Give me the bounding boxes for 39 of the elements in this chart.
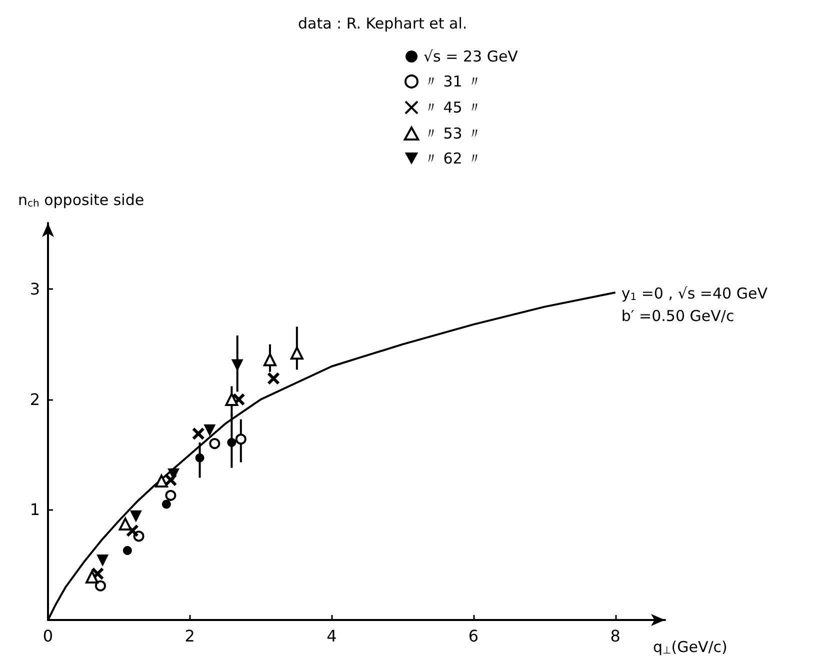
point bbox=[164, 473, 178, 486]
point bbox=[85, 570, 98, 584]
legend-label: 〃 45 〃 bbox=[424, 98, 482, 116]
legend-label: 〃 31 〃 bbox=[424, 72, 482, 90]
x-tick-label: 8 bbox=[610, 626, 620, 646]
x-tick-label: 0 bbox=[42, 626, 54, 646]
x-axis-title: q⊥(GeV/c) bbox=[653, 638, 728, 656]
point bbox=[168, 468, 180, 480]
legend-label: √s = 23 GeV bbox=[424, 48, 519, 66]
point bbox=[118, 518, 132, 531]
point bbox=[231, 359, 244, 372]
y-tick-label: 1 bbox=[30, 500, 40, 520]
point bbox=[290, 346, 304, 360]
y-tick-label: 2 bbox=[30, 390, 40, 409]
point bbox=[165, 490, 176, 501]
x-tick-label: 4 bbox=[326, 626, 337, 646]
point bbox=[195, 453, 204, 462]
point bbox=[91, 567, 104, 580]
point bbox=[122, 546, 132, 556]
point bbox=[263, 353, 276, 366]
point bbox=[209, 438, 220, 450]
legend-label: 〃 62 〃 bbox=[424, 150, 482, 168]
point bbox=[192, 427, 205, 440]
x-tick-label: 6 bbox=[468, 626, 479, 646]
legend-title: data : R. Kephart et al. bbox=[298, 14, 468, 32]
point bbox=[162, 500, 171, 509]
annotation: b′ =0.50 GeV/c bbox=[621, 306, 734, 325]
point bbox=[225, 392, 238, 406]
point bbox=[126, 524, 139, 538]
legend-label: 〃 53 〃 bbox=[424, 124, 482, 142]
point bbox=[227, 438, 236, 447]
point bbox=[154, 474, 168, 488]
point bbox=[96, 554, 109, 566]
point bbox=[235, 434, 246, 445]
point bbox=[130, 510, 142, 522]
x-tick-label: 2 bbox=[184, 626, 195, 646]
point bbox=[94, 580, 106, 592]
y-tick-label: 3 bbox=[30, 280, 40, 299]
point bbox=[204, 424, 216, 436]
